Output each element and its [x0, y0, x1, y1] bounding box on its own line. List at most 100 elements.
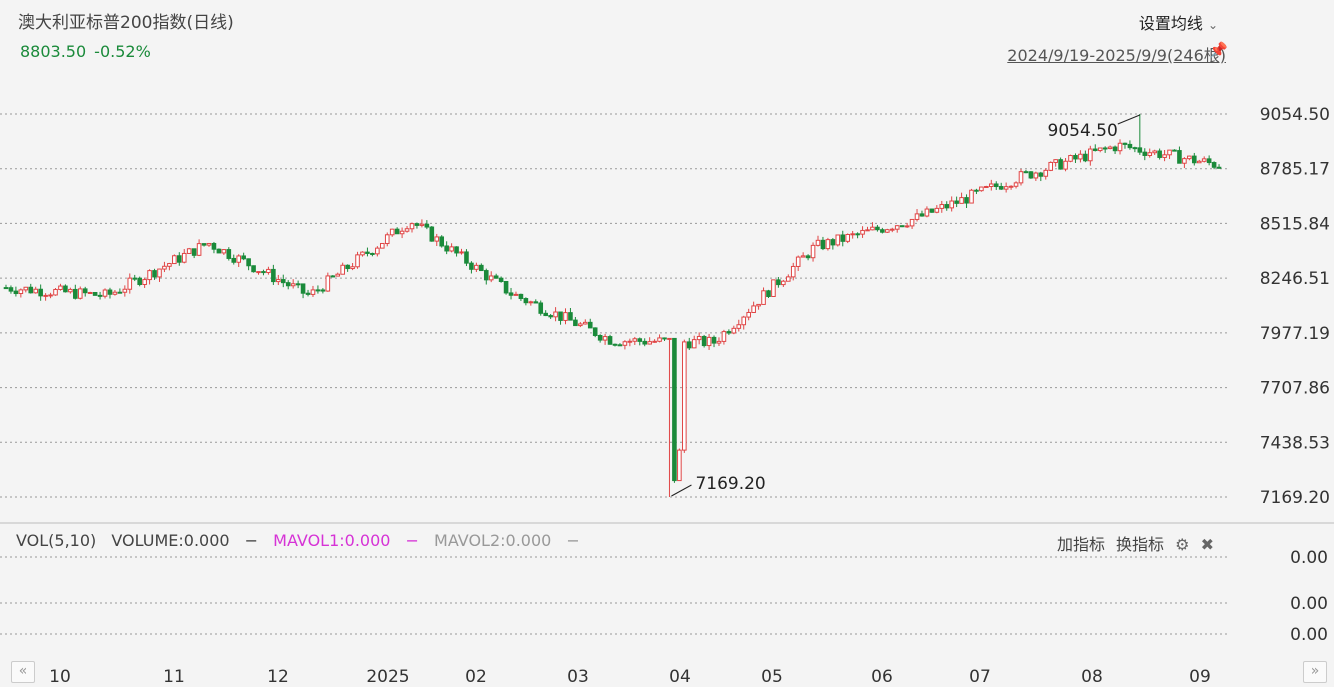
- candle-body: [746, 311, 751, 318]
- candle-body: [404, 228, 410, 232]
- candle-body: [573, 319, 578, 327]
- x-tick-label: 03: [567, 667, 589, 687]
- candle-body: [830, 239, 836, 246]
- candle-body: [1117, 142, 1123, 152]
- candle-body: [236, 255, 242, 263]
- candle-body: [860, 229, 865, 235]
- candle-body: [885, 229, 890, 233]
- candle-body: [781, 280, 786, 286]
- candle-body: [627, 340, 633, 343]
- candle-body: [766, 290, 771, 297]
- candle-body: [384, 234, 390, 244]
- candle-body: [469, 262, 474, 270]
- candle-body: [632, 338, 638, 342]
- candle-body: [305, 292, 311, 295]
- candle-body: [563, 312, 568, 321]
- vol-label: VOL(5,10): [16, 531, 97, 550]
- high-arrow: [1117, 114, 1141, 125]
- candle-body: [157, 268, 162, 278]
- candle-body: [1078, 153, 1083, 160]
- candle-body: [1167, 149, 1172, 156]
- candle-body: [1127, 143, 1133, 149]
- candle-body: [716, 340, 722, 344]
- candle-body: [771, 279, 776, 297]
- candle-body: [904, 225, 910, 228]
- candle-body: [726, 331, 732, 334]
- candle-body: [290, 283, 296, 287]
- candle-body: [622, 341, 628, 346]
- candle-body: [523, 298, 529, 304]
- candle-body: [934, 207, 940, 213]
- pin-icon[interactable]: 📌: [1209, 41, 1228, 59]
- x-tick-label: 02: [465, 667, 487, 687]
- candle-body: [711, 336, 717, 344]
- candle-body: [612, 343, 618, 346]
- candle-body: [503, 280, 509, 294]
- y-tick-label: 9054.50: [1260, 105, 1330, 125]
- candle-body: [73, 288, 78, 299]
- candle-body: [266, 268, 271, 274]
- candle-body: [815, 239, 821, 246]
- candle-body: [845, 234, 851, 242]
- candle-body: [191, 248, 197, 256]
- candle-body: [330, 275, 336, 278]
- candle-body: [592, 327, 598, 337]
- candle-body: [548, 315, 553, 318]
- candle-body: [741, 316, 747, 326]
- candle-body: [899, 225, 905, 228]
- low-arrow: [671, 484, 692, 497]
- candle-body: [429, 226, 435, 242]
- volume-tick: 0.00: [1290, 625, 1328, 645]
- candle-body: [488, 275, 494, 281]
- candle-body: [419, 223, 425, 226]
- candle-body: [1038, 172, 1044, 177]
- switch-indicator-button[interactable]: 换指标: [1116, 535, 1165, 554]
- mavol1-value: MAVOL1:0.000 −: [273, 531, 419, 550]
- double-chevron-right-icon[interactable]: »: [1303, 661, 1327, 683]
- candle-body: [1063, 160, 1068, 170]
- candle-body: [3, 287, 9, 290]
- gear-icon[interactable]: ⚙: [1175, 535, 1190, 554]
- x-tick-label: 09: [1189, 667, 1211, 687]
- candle-body: [810, 244, 816, 259]
- candle-body: [1132, 147, 1138, 150]
- time-axis: 10 11 12 2025 02 03 04 05 06 07 08 09: [49, 667, 1211, 687]
- candle-body: [132, 277, 138, 280]
- candle-body: [924, 208, 930, 217]
- candle-body: [533, 301, 539, 304]
- candle-body: [543, 312, 548, 317]
- volume-tick: 0.00: [1290, 594, 1328, 614]
- candle-body: [597, 335, 603, 341]
- candle-body: [1187, 155, 1192, 160]
- candle-body: [538, 302, 544, 314]
- candle-body: [805, 255, 811, 259]
- candle-body: [870, 226, 875, 231]
- chart-title: 澳大利亚标普200指数(日线): [18, 13, 234, 33]
- candle-body: [528, 301, 534, 304]
- double-chevron-left-icon[interactable]: «: [11, 661, 35, 683]
- candle-body: [8, 287, 14, 292]
- candle-body: [365, 251, 370, 254]
- candle-body: [964, 197, 969, 204]
- candle-body: [1196, 160, 1202, 164]
- candle-body: [345, 264, 350, 270]
- close-circle-icon[interactable]: ✖: [1200, 535, 1214, 554]
- candle-body: [919, 213, 925, 217]
- candle-body: [894, 225, 900, 230]
- candle-body: [582, 321, 588, 325]
- candle-body: [181, 252, 187, 263]
- candle-body: [785, 276, 791, 282]
- candle-body: [355, 254, 360, 268]
- candle-body: [1058, 159, 1063, 170]
- candle-body: [944, 204, 950, 209]
- candle-body: [122, 288, 128, 293]
- candle-body: [686, 341, 692, 349]
- candle-body: [97, 294, 103, 297]
- ma-setting-label: 设置均线: [1138, 14, 1203, 33]
- candle-body: [954, 200, 959, 204]
- add-indicator-button[interactable]: 加指标: [1056, 535, 1105, 554]
- date-range-label[interactable]: 2024/9/19-2025/9/9(246根): [1007, 46, 1226, 65]
- candle-body: [350, 266, 355, 270]
- ma-setting-button[interactable]: 设置均线 ⌄: [1139, 10, 1218, 34]
